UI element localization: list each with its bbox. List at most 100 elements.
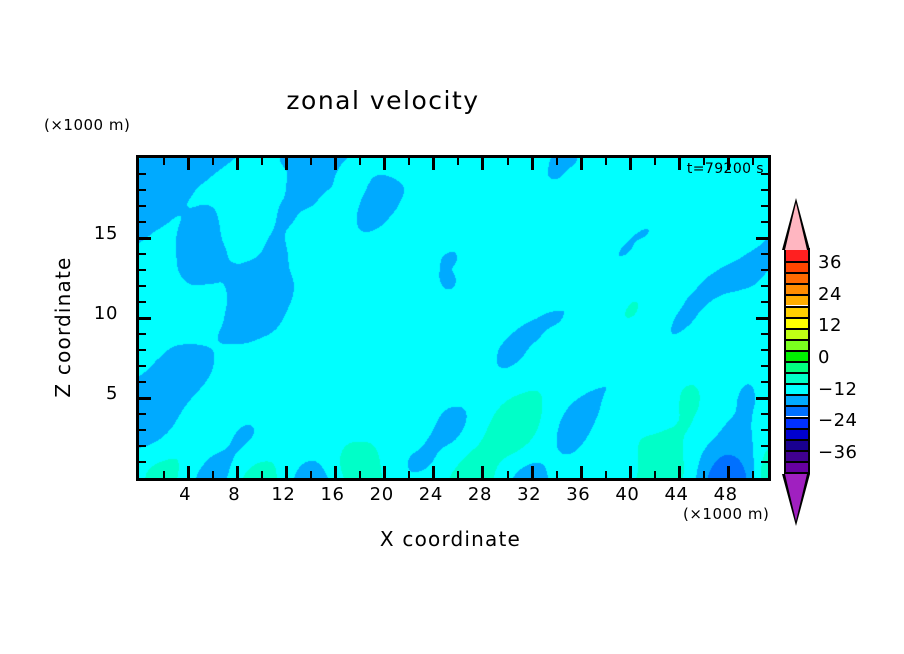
y-minor-tick (761, 445, 768, 447)
x-axis-title: X coordinate (379, 527, 522, 551)
y-minor-tick (139, 253, 146, 255)
colorbar-tick-label: −24 (818, 410, 858, 432)
colorbar-segment (786, 261, 808, 273)
x-minor-tick (309, 158, 312, 165)
y-minor-tick (139, 365, 146, 367)
x-major-tick (383, 158, 387, 170)
x-major-tick (579, 158, 583, 170)
x-tick-label: 24 (418, 484, 443, 505)
x-minor-tick (752, 158, 755, 165)
x-minor-tick (162, 158, 165, 165)
colorbar-segment (786, 283, 808, 295)
plot-area: t=79200 s (136, 155, 771, 481)
x-major-tick (186, 466, 190, 478)
y-minor-tick (761, 253, 768, 255)
x-major-tick (383, 466, 387, 478)
x-minor-tick (506, 471, 509, 478)
x-minor-tick (555, 471, 558, 478)
x-minor-tick (260, 158, 263, 165)
x-major-tick (579, 466, 583, 478)
y-axis-unit-label: (×1000 m) (44, 116, 131, 134)
y-minor-tick (139, 429, 146, 431)
x-minor-tick (653, 158, 656, 165)
x-major-tick (628, 466, 632, 478)
colorbar-tick-label: 12 (818, 315, 842, 337)
y-minor-tick (139, 333, 146, 335)
colorbar-segment (786, 383, 808, 395)
y-minor-tick (139, 381, 146, 383)
colorbar-segment (786, 372, 808, 384)
x-tick-label: 4 (179, 484, 192, 505)
y-minor-tick (139, 221, 146, 223)
colorbar-segment (786, 327, 808, 339)
colorbar-tick-label: −12 (818, 378, 858, 400)
y-minor-tick (761, 365, 768, 367)
y-minor-tick (139, 413, 146, 415)
x-tick-label: 20 (369, 484, 394, 505)
colorbar-segment (786, 305, 808, 317)
x-minor-tick (703, 471, 706, 478)
x-minor-tick (408, 158, 411, 165)
y-major-tick (756, 236, 768, 240)
x-major-tick (334, 466, 338, 478)
x-axis-unit-label: (×1000 m) (683, 505, 770, 523)
contour-field (139, 158, 768, 478)
x-minor-tick (408, 471, 411, 478)
y-minor-tick (761, 413, 768, 415)
colorbar-tick-label: −36 (818, 442, 858, 464)
colorbar-segment (786, 394, 808, 406)
colorbar-tick-label: 36 (818, 251, 842, 273)
colorbar-segment (786, 272, 808, 284)
x-major-tick (186, 158, 190, 170)
x-minor-tick (359, 158, 362, 165)
x-major-tick (432, 158, 436, 170)
x-tick-label: 32 (517, 484, 542, 505)
x-minor-tick (359, 471, 362, 478)
x-major-tick (678, 466, 682, 478)
y-major-tick (756, 316, 768, 320)
y-minor-tick (761, 221, 768, 223)
y-tick-label: 5 (105, 383, 118, 404)
y-tick-label: 15 (93, 223, 118, 244)
x-major-tick (235, 158, 239, 170)
y-minor-tick (761, 349, 768, 351)
x-minor-tick (211, 158, 214, 165)
y-tick-label: 10 (93, 303, 118, 324)
colorbar-segment (786, 416, 808, 428)
y-minor-tick (761, 285, 768, 287)
x-major-tick (235, 466, 239, 478)
y-minor-tick (139, 461, 146, 463)
y-minor-tick (139, 445, 146, 447)
y-minor-tick (761, 333, 768, 335)
x-minor-tick (211, 471, 214, 478)
x-major-tick (678, 158, 682, 170)
x-tick-label: 36 (566, 484, 591, 505)
x-tick-label: 28 (467, 484, 493, 505)
colorbar-segment (786, 361, 808, 373)
x-minor-tick (260, 471, 263, 478)
colorbar (784, 248, 810, 474)
colorbar-segment (786, 349, 808, 361)
x-tick-label: 12 (271, 484, 296, 505)
colorbar-tick-label: 24 (818, 283, 842, 305)
timestamp-annotation: t=79200 s (686, 161, 764, 177)
x-major-tick (481, 158, 485, 170)
y-minor-tick (761, 461, 768, 463)
y-major-tick (756, 396, 768, 400)
x-major-tick (530, 158, 534, 170)
colorbar-segment (786, 449, 808, 461)
x-minor-tick (162, 471, 165, 478)
x-minor-tick (703, 158, 706, 165)
x-minor-tick (653, 471, 656, 478)
y-minor-tick (761, 301, 768, 303)
x-tick-label: 8 (228, 484, 241, 505)
x-minor-tick (506, 158, 509, 165)
colorbar-segment (786, 405, 808, 417)
x-tick-label: 44 (664, 484, 689, 505)
x-major-tick (481, 466, 485, 478)
colorbar-segment (786, 427, 808, 439)
colorbar-segment (786, 438, 808, 450)
x-minor-tick (604, 471, 607, 478)
y-major-tick (139, 396, 151, 400)
